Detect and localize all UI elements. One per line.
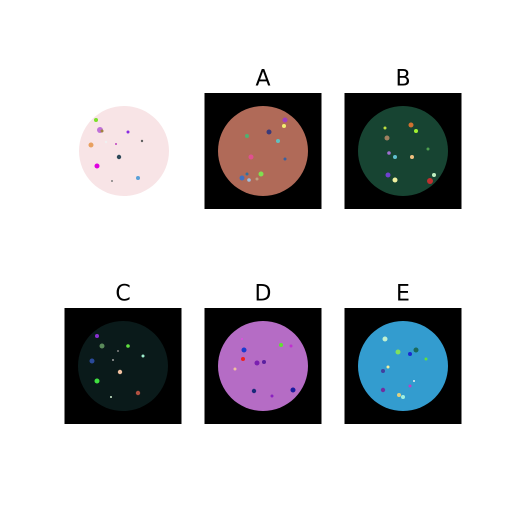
colony-dot: [104, 140, 108, 144]
colony-dot: [141, 354, 145, 358]
colony-dot: [290, 387, 296, 393]
colony-dot: [112, 359, 114, 361]
colony-dot: [432, 173, 436, 177]
colony-dot: [397, 393, 401, 397]
colony-dot: [427, 178, 433, 184]
panel-d: D: [204, 282, 322, 424]
colony-dot: [283, 157, 287, 161]
colony-dot: [262, 360, 266, 364]
colony-dot: [401, 395, 405, 399]
colony-dot: [95, 334, 99, 338]
colony-dot: [116, 154, 122, 160]
panel-a: A: [204, 67, 322, 209]
culture-disc: [218, 106, 308, 196]
colony-dot: [413, 347, 419, 353]
colony-dot: [276, 139, 280, 143]
colony-dot: [258, 171, 264, 177]
panel-label: C: [115, 282, 130, 307]
colony-dot: [94, 378, 100, 384]
colony-dot: [424, 357, 428, 361]
colony-dot: [426, 147, 430, 151]
colony-dot: [115, 143, 117, 145]
culture-disc: [79, 106, 169, 196]
panel-label: A: [255, 67, 270, 92]
colony-dot: [88, 142, 94, 148]
colony-dot: [99, 343, 105, 349]
colony-dot: [110, 396, 112, 398]
colony-dot: [381, 369, 385, 373]
colony-dot: [266, 129, 272, 135]
colony-dot: [94, 163, 100, 169]
colony-dot: [136, 176, 140, 180]
colony-dot: [393, 155, 397, 159]
panel-label: E: [396, 282, 410, 307]
colony-dot: [408, 384, 412, 388]
panel-label: B: [395, 67, 410, 92]
colony-dot: [117, 350, 119, 352]
colony-dot: [380, 387, 386, 393]
colony-dot: [410, 155, 414, 159]
colony-dot: [408, 352, 412, 356]
panel-c: C: [64, 282, 182, 424]
colony-dot: [408, 122, 414, 128]
colony-dot: [289, 344, 293, 348]
culture-disc: [78, 321, 168, 411]
colony-dot: [135, 390, 141, 396]
colony-dot: [241, 347, 247, 353]
colony-dot: [384, 135, 390, 141]
panel-label: D: [255, 282, 272, 307]
panel-b: B: [344, 67, 462, 209]
colony-dot: [254, 360, 260, 366]
colony-dot: [241, 338, 243, 340]
culture-disc: [358, 106, 448, 196]
colony-dot: [385, 172, 391, 178]
colony-dot: [383, 126, 387, 130]
colony-dot: [413, 380, 415, 382]
colony-dot: [282, 117, 288, 123]
colony-dot: [94, 118, 98, 122]
colony-dot: [241, 357, 245, 361]
colony-dot: [270, 394, 274, 398]
culture-disc: [358, 321, 448, 411]
colony-dot: [117, 369, 123, 375]
colony-dot: [239, 175, 245, 181]
colony-dot: [392, 177, 398, 183]
panel-e: E: [344, 282, 462, 424]
colony-dot: [140, 139, 144, 143]
colony-dot: [382, 336, 388, 342]
colony-dot: [126, 344, 130, 348]
colony-dot: [386, 365, 390, 369]
colony-dot: [414, 129, 418, 133]
culture-disc: [218, 321, 308, 411]
colony-dot: [89, 358, 95, 364]
colony-dot: [111, 180, 113, 182]
colony-dot: [100, 129, 104, 133]
colony-dot: [279, 343, 283, 347]
colony-dot: [245, 172, 249, 176]
colony-dot: [255, 177, 259, 181]
colony-dot: [282, 124, 286, 128]
colony-dot: [126, 130, 130, 134]
colony-dot: [251, 388, 257, 394]
colony-dot: [233, 367, 237, 371]
colony-dot: [245, 134, 249, 138]
colony-dot: [248, 154, 254, 160]
colony-dot: [395, 349, 401, 355]
colony-dot: [247, 178, 251, 182]
colony-dot: [387, 151, 391, 155]
panel-reference: [79, 106, 169, 196]
